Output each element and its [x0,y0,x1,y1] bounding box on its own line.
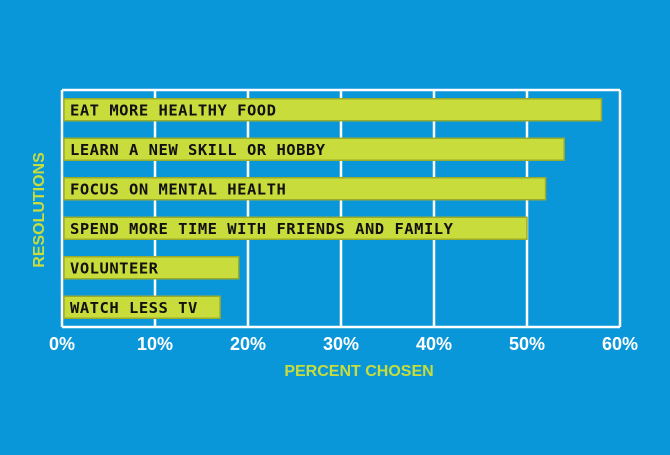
bar [63,98,603,122]
bar [63,216,528,240]
bar-label: VOLUNTEER [70,259,159,277]
y-axis-title: RESOLUTIONS [31,152,48,268]
x-tick-label: 30% [323,334,359,354]
bar [63,256,240,280]
x-tick-label: 10% [137,334,173,354]
bar-label: WATCH LESS TV [70,299,198,317]
x-axis-title: PERCENT CHOSEN [284,363,433,380]
bars: EAT MORE HEALTHY FOOD LEARN A NEW SKILL O… [63,98,603,319]
x-tick-label: 50% [509,334,545,354]
bar [63,295,221,319]
bar [63,177,547,201]
bar-label: EAT MORE HEALTHY FOOD [70,101,276,119]
bar-label: FOCUS ON MENTAL HEALTH [70,180,286,198]
x-tick-label: 20% [230,334,266,354]
bar-label: SPEND MORE TIME WITH FRIENDS AND FAMILY [70,220,454,238]
x-tick-label: 40% [416,334,452,354]
x-tick-label: 60% [602,334,638,354]
bar-label: LEARN A NEW SKILL OR HOBBY [70,141,326,159]
x-tick-labels: 0% 10% 20% 30% 40% 50% 60% [49,334,638,354]
x-tick-label: 0% [49,334,75,354]
grid [60,88,622,329]
bar [63,137,565,161]
